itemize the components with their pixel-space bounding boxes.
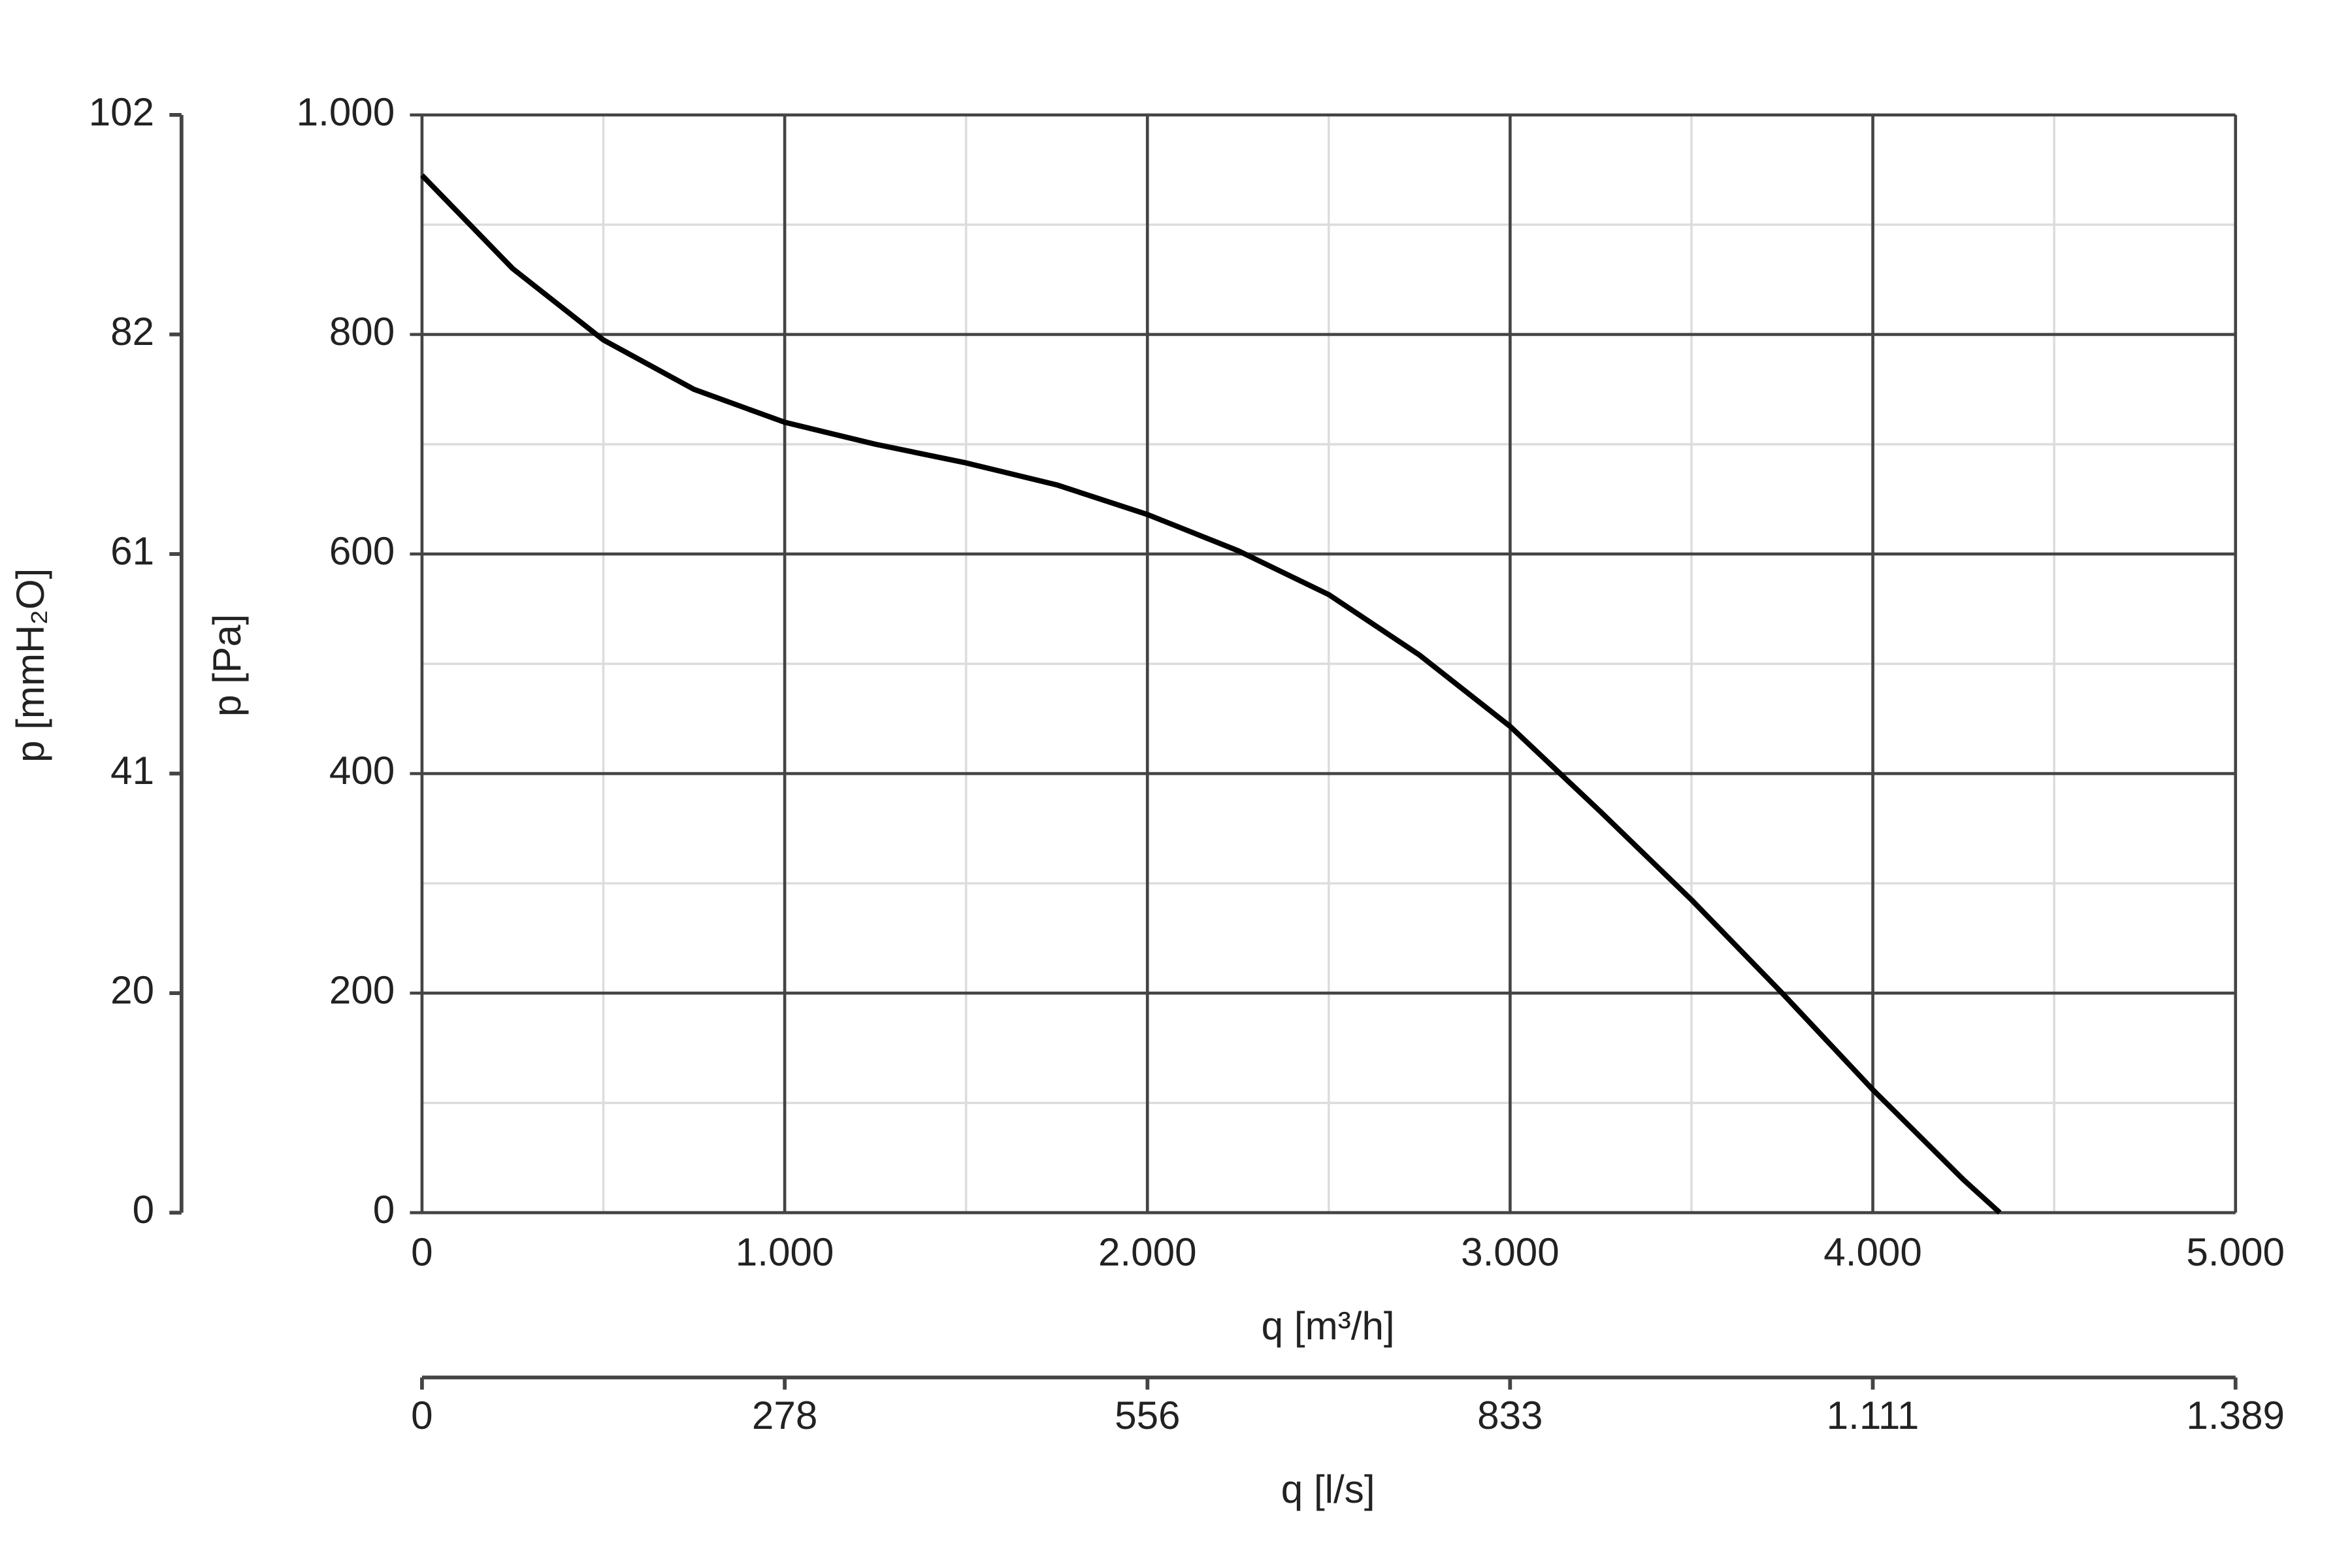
y-axis-label: p [Pa]	[205, 614, 249, 717]
y-tick-label: 400	[329, 749, 395, 792]
x-tick-label: 4.000	[1823, 1230, 1922, 1274]
y-tick-label: 600	[329, 529, 395, 573]
x2-tick-label: 556	[1115, 1394, 1180, 1437]
x-tick-label: 1.000	[736, 1230, 834, 1274]
x-axis-label: q [m³/h]	[1262, 1304, 1395, 1348]
curve	[420, 173, 2002, 1215]
y2-tick-label: 20	[110, 968, 154, 1012]
y2-tick-label: 82	[110, 310, 154, 353]
y-tick-label: 1.000	[297, 90, 395, 134]
x-tick-label: 5.000	[2186, 1230, 2285, 1274]
x-tick-label: 3.000	[1461, 1230, 1560, 1274]
y-tick-label: 0	[373, 1188, 395, 1232]
x2-tick-label: 833	[1477, 1394, 1543, 1437]
x-tick-label: 2.000	[1098, 1230, 1197, 1274]
y2-axis-label: p [mmH₂O]	[8, 568, 52, 762]
x2-tick-label: 1.389	[2186, 1394, 2285, 1437]
x2-tick-label: 1.111	[1827, 1394, 1919, 1437]
x-tick-label: 0	[411, 1230, 433, 1274]
y2-tick-label: 41	[110, 749, 154, 792]
y-tick-label: 200	[329, 968, 395, 1012]
y2-tick-label: 102	[89, 90, 154, 134]
y2-tick-label: 0	[133, 1188, 154, 1232]
x2-axis-label: q [l/s]	[1281, 1467, 1375, 1511]
x2-tick-label: 0	[411, 1394, 433, 1437]
x2-tick-label: 278	[752, 1394, 817, 1437]
y-tick-label: 800	[329, 310, 395, 353]
y2-tick-label: 61	[110, 529, 154, 573]
